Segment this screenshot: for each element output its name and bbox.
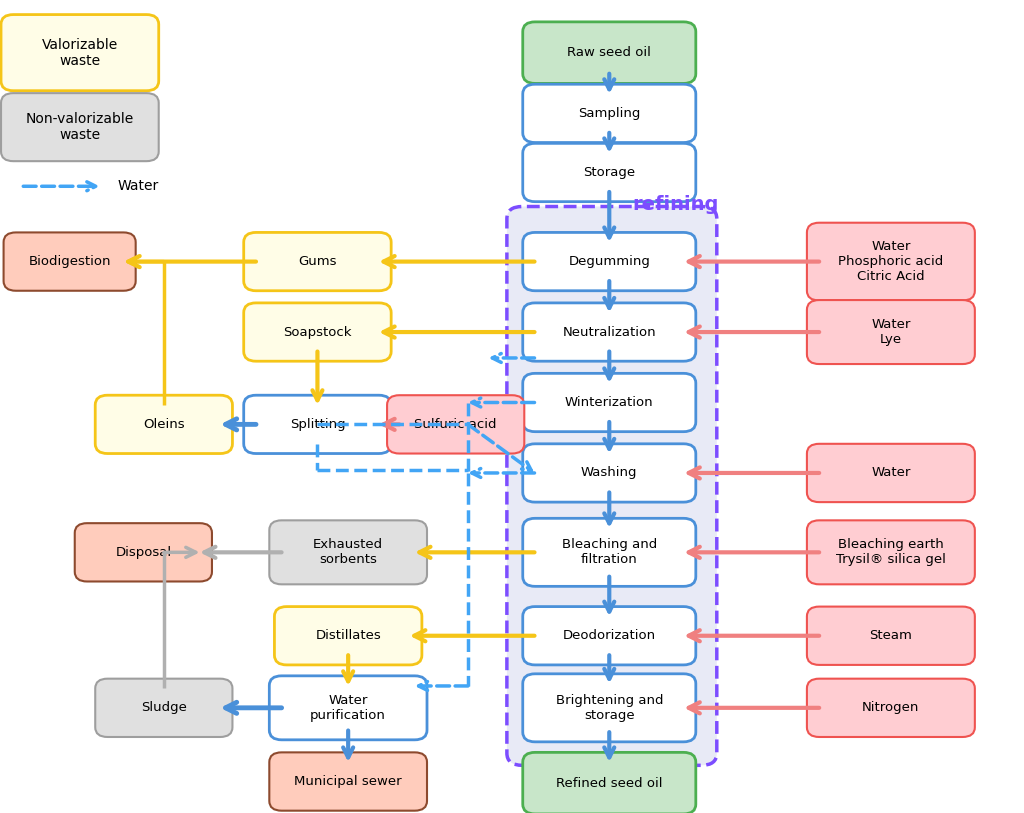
FancyBboxPatch shape	[1, 93, 159, 161]
Text: Nitrogen: Nitrogen	[862, 702, 920, 715]
FancyBboxPatch shape	[522, 606, 696, 665]
FancyBboxPatch shape	[244, 395, 391, 454]
Text: Water
purification: Water purification	[310, 693, 386, 722]
Text: Storage: Storage	[584, 166, 635, 179]
Text: Bleaching and
filtration: Bleaching and filtration	[561, 538, 657, 567]
Text: Sludge: Sludge	[141, 702, 186, 715]
FancyBboxPatch shape	[807, 606, 975, 665]
Text: Exhausted
sorbents: Exhausted sorbents	[313, 538, 383, 567]
Text: Steam: Steam	[869, 629, 912, 642]
Text: Sampling: Sampling	[579, 107, 640, 120]
FancyBboxPatch shape	[807, 679, 975, 737]
FancyBboxPatch shape	[269, 752, 427, 811]
FancyBboxPatch shape	[274, 606, 422, 665]
FancyBboxPatch shape	[807, 520, 975, 585]
FancyBboxPatch shape	[95, 679, 232, 737]
FancyBboxPatch shape	[244, 233, 391, 291]
Text: Deodorization: Deodorization	[563, 629, 655, 642]
FancyBboxPatch shape	[522, 143, 696, 202]
Text: Distillates: Distillates	[315, 629, 381, 642]
FancyBboxPatch shape	[522, 444, 696, 502]
Text: Splitting: Splitting	[290, 418, 345, 431]
Text: Degumming: Degumming	[568, 255, 650, 268]
Text: Bleaching earth
Trysil® silica gel: Bleaching earth Trysil® silica gel	[836, 538, 946, 567]
FancyBboxPatch shape	[522, 22, 696, 84]
Text: Sulfuric acid: Sulfuric acid	[415, 418, 497, 431]
Text: Municipal sewer: Municipal sewer	[294, 775, 402, 788]
Text: Gums: Gums	[298, 255, 337, 268]
Text: Disposal: Disposal	[116, 546, 171, 559]
Text: Neutralization: Neutralization	[562, 325, 656, 338]
FancyBboxPatch shape	[807, 444, 975, 502]
Text: Refined seed oil: Refined seed oil	[556, 776, 663, 789]
FancyBboxPatch shape	[807, 300, 975, 364]
FancyBboxPatch shape	[1, 15, 159, 91]
FancyBboxPatch shape	[4, 233, 135, 291]
Text: Water: Water	[871, 467, 910, 480]
FancyBboxPatch shape	[244, 303, 391, 361]
FancyBboxPatch shape	[807, 223, 975, 301]
Text: refining: refining	[633, 194, 719, 214]
Text: Winterization: Winterization	[565, 396, 653, 409]
Text: Washing: Washing	[581, 467, 638, 480]
FancyBboxPatch shape	[95, 395, 232, 454]
Text: Water
Lye: Water Lye	[871, 318, 910, 346]
Text: Water
Phosphoric acid
Citric Acid: Water Phosphoric acid Citric Acid	[839, 240, 943, 283]
Text: Biodigestion: Biodigestion	[29, 255, 111, 268]
FancyBboxPatch shape	[269, 676, 427, 740]
Text: Valorizable
waste: Valorizable waste	[42, 37, 118, 67]
Text: Soapstock: Soapstock	[284, 325, 351, 338]
FancyBboxPatch shape	[507, 207, 717, 765]
FancyBboxPatch shape	[522, 373, 696, 432]
Text: Brightening and
storage: Brightening and storage	[556, 693, 663, 722]
FancyBboxPatch shape	[522, 752, 696, 813]
FancyBboxPatch shape	[269, 520, 427, 585]
Text: Oleins: Oleins	[143, 418, 184, 431]
FancyBboxPatch shape	[75, 524, 212, 581]
Text: Water: Water	[118, 180, 159, 193]
FancyBboxPatch shape	[522, 674, 696, 741]
FancyBboxPatch shape	[522, 233, 696, 291]
FancyBboxPatch shape	[522, 303, 696, 361]
FancyBboxPatch shape	[522, 85, 696, 142]
Text: Raw seed oil: Raw seed oil	[567, 46, 651, 59]
FancyBboxPatch shape	[387, 395, 524, 454]
Text: Non-valorizable
waste: Non-valorizable waste	[26, 112, 134, 142]
FancyBboxPatch shape	[522, 519, 696, 586]
